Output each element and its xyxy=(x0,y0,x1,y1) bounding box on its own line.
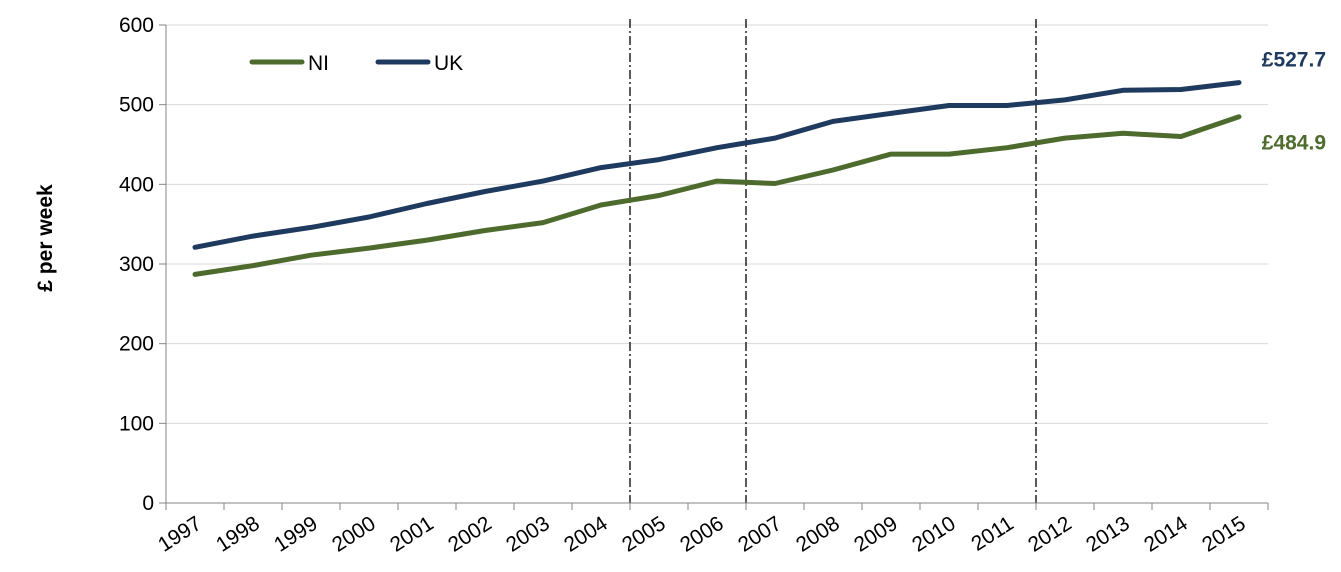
y-axis-ticks: 0 100 200 300 400 500 600 xyxy=(119,14,166,515)
series-line-uk xyxy=(192,80,1242,250)
reference-lines xyxy=(629,19,1037,503)
y-tick-label: 100 xyxy=(119,412,154,435)
x-tick-label: 2004 xyxy=(560,512,612,557)
x-tick-label: 2013 xyxy=(1082,512,1134,557)
x-tick-label: 1999 xyxy=(270,512,322,557)
x-tick-label: 2005 xyxy=(618,512,670,557)
legend-label-ni: NI xyxy=(308,52,329,75)
legend: NI UK xyxy=(249,52,463,75)
series-lines xyxy=(192,80,1242,277)
y-tick-label: 200 xyxy=(119,333,154,356)
x-tick-label: 1997 xyxy=(154,512,206,557)
gridlines xyxy=(166,24,1268,424)
x-tick-label: 2012 xyxy=(1024,512,1076,557)
end-labels: £484.9 £527.7 xyxy=(1262,49,1326,155)
x-tick-label: 2007 xyxy=(734,512,786,557)
x-tick-label: 2011 xyxy=(967,512,1017,556)
x-tick-label: 2006 xyxy=(676,512,728,557)
y-axis-title: £ per week xyxy=(34,184,57,292)
x-tick-label: 2014 xyxy=(1140,512,1192,557)
y-tick-label: 600 xyxy=(119,14,154,37)
end-label-ni: £484.9 xyxy=(1262,132,1326,155)
y-tick-label: 300 xyxy=(119,253,154,276)
x-tick-label: 2010 xyxy=(908,512,960,557)
y-tick-label: 0 xyxy=(142,492,154,515)
x-tick-label: 2015 xyxy=(1198,512,1250,557)
y-tick-label: 500 xyxy=(119,94,154,117)
legend-label-uk: UK xyxy=(434,52,463,75)
x-tick-label: 2003 xyxy=(502,512,554,557)
x-tick-label: 2002 xyxy=(444,512,496,557)
end-label-uk: £527.7 xyxy=(1262,49,1326,72)
x-tick-label: 1998 xyxy=(212,512,264,557)
x-tick-label: 2008 xyxy=(792,512,844,557)
x-tick-label: 2000 xyxy=(328,512,380,557)
x-axis-ticks: 1997 1998 1999 2000 2001 2002 2003 2004 2005 2006… xyxy=(154,503,1269,557)
x-tick-label: 2001 xyxy=(386,512,438,557)
series-line-ni xyxy=(192,114,1242,277)
x-tick-label: 2009 xyxy=(850,512,902,557)
y-tick-label: 400 xyxy=(119,173,154,196)
